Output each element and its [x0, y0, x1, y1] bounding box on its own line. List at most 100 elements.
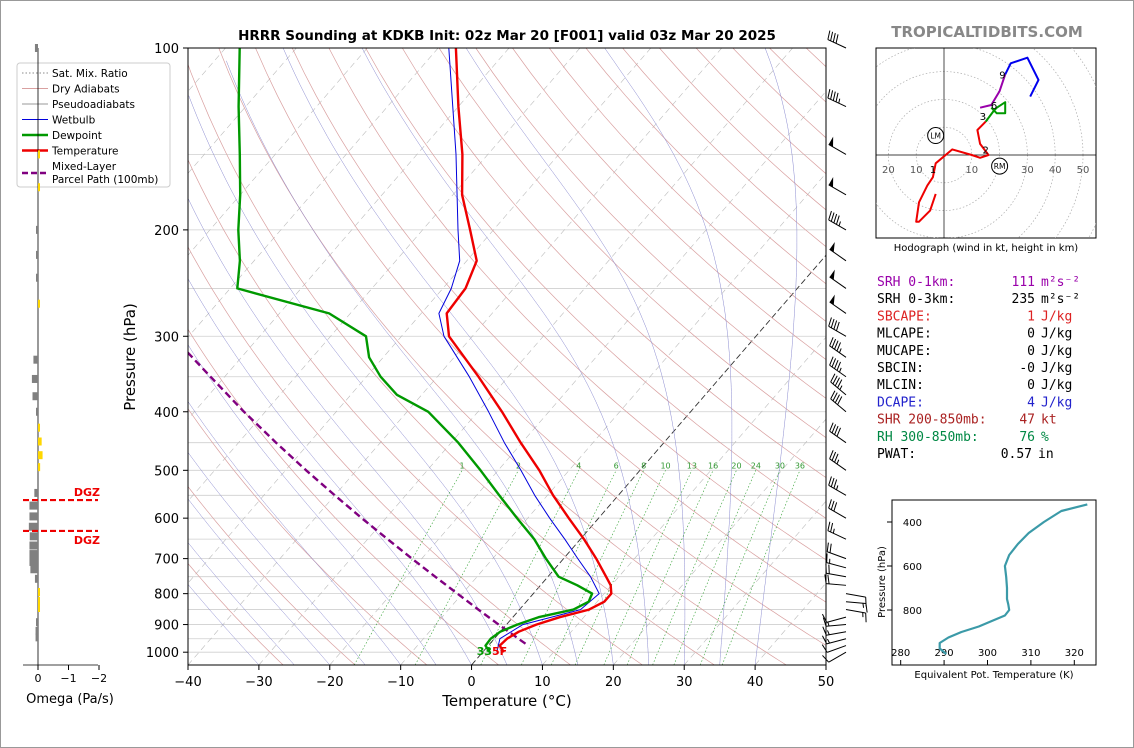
wind-barb	[829, 422, 847, 444]
hodograph-trace	[984, 101, 1007, 123]
barb-full	[828, 499, 832, 509]
wind-barb	[828, 177, 847, 196]
barb-full	[829, 543, 832, 553]
omega-bar	[34, 44, 38, 52]
theta-e-y-tick-label: 800	[903, 606, 922, 617]
legend-label-temperature: Temperature	[51, 146, 119, 158]
index-value: -0	[1019, 361, 1035, 376]
dgz-label: DGZ	[74, 534, 100, 547]
hodograph-plot: 2010102030405012369LMRM	[876, 48, 1096, 238]
y-tick-label: 800	[154, 588, 179, 603]
isotherm-line	[542, 336, 826, 665]
omega-bar	[29, 550, 38, 559]
dewpoint-line	[236, 48, 594, 653]
omega-bar	[38, 299, 40, 308]
barb-staff	[828, 507, 847, 519]
moist-adiabat-line	[188, 498, 330, 665]
parcel-path-line	[188, 351, 527, 645]
moist-adiabat-line	[604, 48, 733, 665]
index-label: SRH 0-1km:	[877, 275, 955, 290]
index-row: SRH 0-1km: 111 m²s⁻²	[877, 275, 1080, 290]
mixing-ratio-label: 6	[614, 461, 619, 470]
y-tick-label: 1000	[146, 646, 179, 661]
wind-barb	[828, 210, 847, 231]
barb-staff	[826, 583, 847, 586]
barb-full	[828, 317, 832, 327]
brand-watermark: TROPICALTIDBITS.COM	[891, 23, 1083, 41]
barb-staff	[826, 631, 847, 636]
omega-bar	[29, 541, 38, 550]
dry-adiabat-line	[188, 63, 715, 665]
barb-half	[836, 459, 840, 465]
hodograph-ring-label: 10	[965, 165, 978, 176]
omega-bar	[31, 374, 38, 383]
y-tick-label: 500	[154, 464, 179, 479]
isotherm-line	[400, 172, 826, 665]
wind-barb	[822, 651, 847, 663]
wind-barb	[827, 521, 847, 540]
barb-full	[837, 396, 843, 405]
barb-full	[830, 212, 835, 222]
omega-bar	[29, 512, 38, 521]
barb-full	[834, 359, 839, 369]
barb-half	[827, 638, 831, 644]
barb-staff	[826, 562, 847, 569]
wind-barbs	[821, 30, 868, 663]
wind-barb	[825, 564, 847, 578]
storm-motion-label: LM	[930, 132, 941, 141]
legend-label-dry_adiabat: Dry Adiabats	[52, 84, 120, 96]
skewt-profiles: 1 2 4 6 8 10 13 16 20 24 30 36	[188, 48, 805, 653]
wind-barb	[822, 626, 847, 636]
index-row: SRH 0-3km: 235 m²s⁻²	[877, 292, 1080, 307]
skewt-plot-frame	[187, 47, 827, 666]
omega-bar	[36, 225, 38, 234]
dry-adiabat-line	[328, 48, 826, 561]
omega-bar	[38, 596, 40, 605]
surface-temp-value: 33	[477, 645, 492, 658]
hodograph-ring-label: 30	[1021, 165, 1034, 176]
wind-barb	[830, 390, 847, 413]
barb-staff	[845, 601, 866, 604]
isotherm-line	[683, 500, 826, 665]
barb-flag	[829, 294, 835, 305]
barb-full	[831, 358, 837, 368]
index-unit: in	[1038, 447, 1054, 462]
barb-full	[821, 635, 828, 645]
theta-e-clip	[938, 503, 1088, 655]
barb-full	[835, 215, 840, 225]
x-tick-label: −20	[316, 675, 343, 690]
omega-bar	[38, 604, 40, 613]
index-row: MLCAPE: 0 J/kg	[877, 327, 1072, 342]
barb-full	[833, 213, 838, 224]
barb-staff	[826, 624, 847, 627]
index-label: MLCAPE:	[877, 327, 932, 342]
wind-barb	[821, 613, 847, 623]
dry-adiabat-line	[255, 48, 826, 646]
index-value: 0	[1027, 327, 1035, 342]
barb-half	[827, 630, 830, 635]
wind-barb	[828, 317, 847, 337]
hodograph-ring-label: 50	[1077, 165, 1090, 176]
index-row: PWAT: 0.57 in	[877, 447, 1054, 462]
omega-bar	[38, 463, 41, 472]
x-tick-label: 30	[676, 675, 693, 690]
barb-full	[830, 477, 835, 487]
dgz-label: DGZ	[74, 486, 100, 499]
hodograph-panel: 2010102030405012369LMRM Hodograph (wind …	[875, 47, 1097, 254]
barb-staff	[826, 638, 847, 645]
barb-full	[835, 34, 839, 44]
mixing-ratio-line	[721, 470, 801, 665]
barb-staff	[828, 484, 847, 496]
legend-box	[16, 62, 171, 188]
index-label: MUCAPE:	[877, 344, 932, 359]
index-value: 76	[1019, 430, 1035, 445]
x-tick-label: 40	[747, 675, 764, 690]
wind-barb	[826, 542, 847, 560]
storm-motion-label: RM	[994, 162, 1006, 171]
barb-full	[834, 425, 839, 435]
barb-staff	[827, 551, 847, 560]
index-row: SHR 200-850mb: 47 kt	[877, 413, 1057, 428]
index-unit: m²s⁻²	[1041, 292, 1080, 307]
barb-staff	[830, 381, 847, 396]
